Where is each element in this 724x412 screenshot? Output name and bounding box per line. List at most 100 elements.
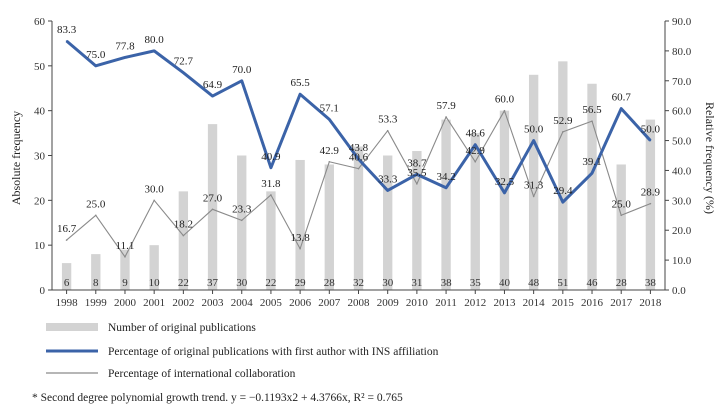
legend-swatch-bar [46, 323, 98, 331]
y-axis-left-title: Absolute frequency [9, 111, 23, 205]
line-ins-first-author-point [562, 201, 564, 203]
x-tick-label: 2017 [610, 297, 633, 309]
y-right-tick-label: 10.0 [672, 255, 692, 267]
y-left-tick-label: 40 [34, 106, 46, 118]
line-ins-first-author-point [357, 158, 360, 160]
line-international-collaboration-point [503, 109, 506, 112]
bar-value-label: 30 [236, 277, 248, 289]
blue-line-value-label: 38.7 [407, 157, 427, 169]
line-international-collaboration-point [299, 247, 301, 250]
footnote: * Second degree polynomial growth trend.… [32, 392, 403, 404]
blue-line-value-label: 65.5 [290, 77, 310, 89]
y-left-tick-label: 10 [34, 240, 46, 252]
y-right-tick-label: 40.0 [672, 165, 692, 177]
line-ins-first-author-point [532, 139, 535, 142]
legend-label-blue-line: Percentage of original publications with… [108, 346, 439, 358]
gray-line-value-label: 42.9 [466, 145, 486, 157]
y-right-tick-label: 90.0 [672, 16, 692, 28]
y-right-tick-label: 0.0 [672, 285, 686, 297]
x-tick-label: 1998 [56, 297, 79, 309]
x-tick-label: 2016 [581, 297, 604, 309]
x-tick-label: 2005 [260, 297, 283, 309]
gray-line-value-label: 16.7 [57, 223, 77, 235]
x-tick-label: 2010 [406, 297, 429, 309]
x-tick-label: 2004 [231, 297, 254, 309]
blue-line-value-label: 70.0 [232, 64, 252, 76]
bar-2002 [178, 191, 189, 290]
blue-line-value-label: 77.8 [115, 40, 135, 52]
line-ins-first-author-point [445, 186, 447, 189]
blue-line-value-label: 29.4 [553, 185, 573, 197]
blue-line-value-label: 32.5 [495, 176, 515, 188]
blue-line-value-label: 60.7 [612, 92, 632, 104]
line-international-collaboration-point [474, 160, 477, 163]
line-international-collaboration-point [65, 239, 68, 241]
x-tick-label: 2009 [377, 297, 400, 309]
line-ins-first-author-point [299, 93, 301, 96]
gray-line-value-label: 35.5 [407, 167, 427, 179]
y-right-tick-label: 70.0 [672, 76, 692, 88]
line-ins-first-author-point [270, 166, 272, 169]
bar-2010 [412, 151, 422, 290]
blue-line-value-label: 57.1 [320, 102, 339, 114]
bar-value-label: 30 [382, 277, 394, 289]
line-ins-first-author-point [94, 65, 97, 67]
line-ins-first-author-point [328, 118, 331, 121]
x-tick-label: 2002 [172, 297, 194, 309]
bar-2003 [207, 124, 218, 290]
bar-2004 [237, 155, 247, 290]
line-international-collaboration-point [562, 131, 564, 133]
x-tick-label: 2018 [639, 297, 662, 309]
line-ins-first-author-point [386, 189, 389, 192]
y-left-tick-label: 0 [40, 285, 46, 297]
bar-value-label: 29 [295, 277, 307, 289]
blue-line-value-label: 34.2 [436, 171, 455, 183]
bar-value-label: 32 [353, 277, 364, 289]
blue-line-value-label: 43.8 [349, 142, 369, 154]
line-international-collaboration-point [386, 129, 389, 132]
gray-line-value-label: 30.0 [145, 183, 165, 195]
gray-line-value-label: 25.0 [612, 198, 632, 210]
gray-line-value-label: 31.3 [524, 179, 544, 191]
y-right-tick-label: 30.0 [672, 195, 692, 207]
x-tick-label: 1999 [85, 297, 108, 309]
gray-line-value-label: 52.9 [553, 115, 573, 127]
bar-value-label: 51 [557, 277, 568, 289]
blue-line-value-label: 50.0 [524, 124, 544, 136]
data-labels: 6 8 9 10 22 37 30 22 29 28 32 30 31 38 35 40 48 51 46 28 38 8… [57, 24, 661, 289]
y-right-tick-label: 60.0 [672, 106, 692, 118]
bar-2016 [587, 83, 597, 291]
gray-line-value-label: 25.0 [86, 198, 106, 210]
gray-line-value-label: 18.2 [174, 219, 193, 231]
line-international-collaboration-point [416, 183, 418, 185]
gray-line-value-label: 27.0 [203, 192, 223, 204]
bar-value-label: 22 [178, 277, 189, 289]
line-ins-first-author-point [474, 143, 477, 146]
gray-line-value-label: 56.5 [582, 104, 602, 116]
legend-label-bar: Number of original publications [108, 322, 256, 334]
line-international-collaboration-point [182, 234, 185, 237]
legend-label-gray-line: Percentage of international collaboratio… [108, 368, 296, 380]
blue-line-value-label: 83.3 [57, 24, 77, 36]
bar-value-label: 28 [324, 277, 336, 289]
blue-line-value-label: 33.3 [378, 173, 398, 185]
line-international-collaboration-point [328, 160, 331, 163]
line-ins-first-author-point [503, 192, 506, 194]
blue-line-value-label: 48.6 [466, 128, 486, 140]
bar-2012 [470, 133, 480, 290]
line-international-collaboration-point [270, 194, 272, 196]
y-left-tick-label: 60 [34, 16, 46, 28]
bar-2006 [295, 159, 305, 290]
x-tick-label: 2001 [143, 297, 165, 309]
x-tick-label: 2013 [493, 297, 516, 309]
line-ins-first-author-point [65, 40, 68, 42]
line-international-collaboration-point [153, 199, 155, 202]
bar-2007 [324, 164, 334, 290]
line-international-collaboration-point [124, 256, 126, 258]
line-ins-first-author-point [240, 79, 243, 82]
line-international-collaboration-point [94, 214, 97, 217]
bar-2014 [528, 74, 539, 290]
bar-value-label: 38 [441, 277, 453, 289]
bar-value-label: 40 [499, 277, 511, 289]
bar-value-label: 48 [528, 277, 540, 289]
